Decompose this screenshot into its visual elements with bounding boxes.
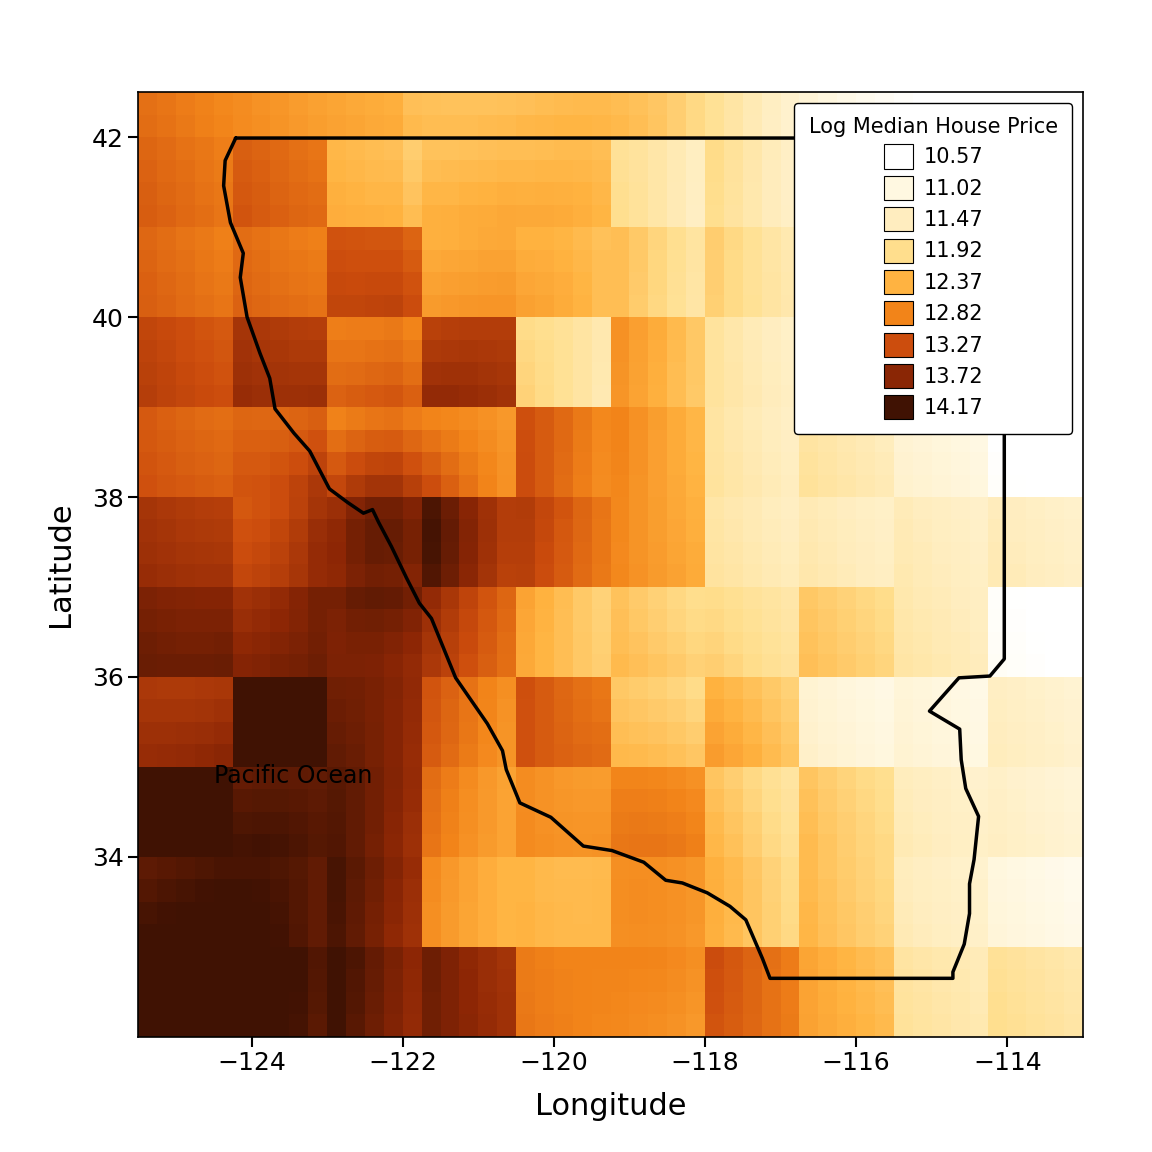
Legend: 10.57, 11.02, 11.47, 11.92, 12.37, 12.82, 13.27, 13.72, 14.17: 10.57, 11.02, 11.47, 11.92, 12.37, 12.82… <box>794 103 1073 434</box>
X-axis label: Longitude: Longitude <box>535 1092 687 1121</box>
Text: Pacific Ocean: Pacific Ocean <box>214 764 372 788</box>
Y-axis label: Latitude: Latitude <box>46 501 75 628</box>
